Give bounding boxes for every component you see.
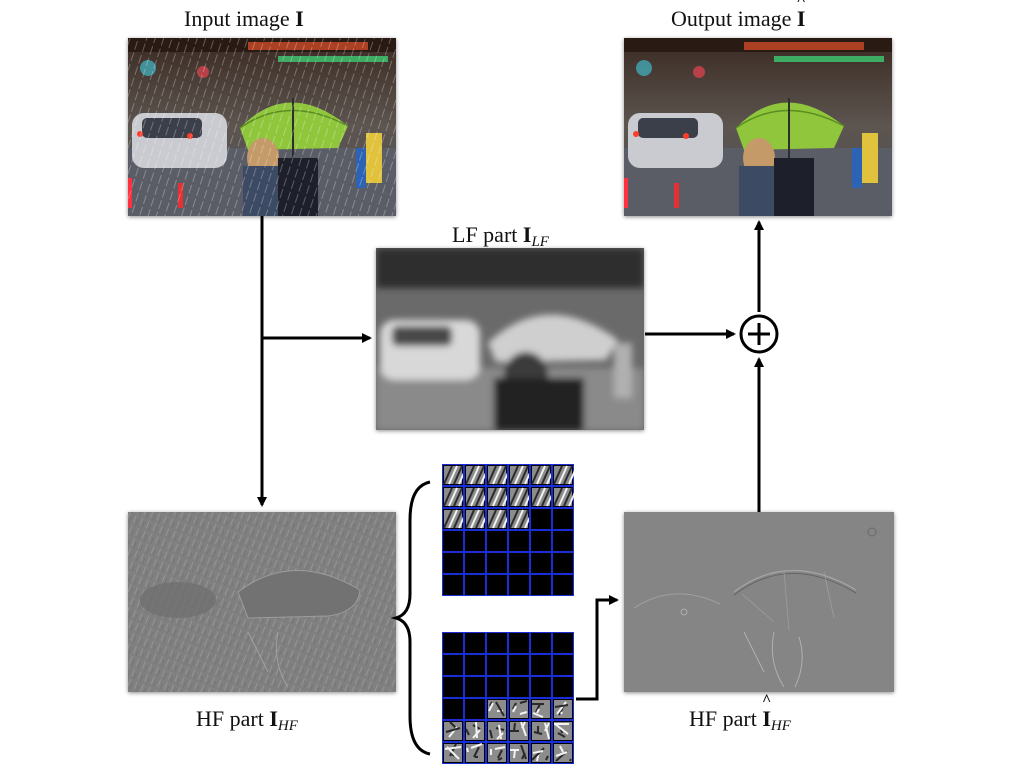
hf-input-label: HF part IHF	[196, 706, 298, 734]
output-label-symbol: I	[797, 6, 806, 32]
detail-atom	[463, 741, 487, 764]
output-image-label: Output image I	[671, 6, 805, 32]
detail-dictionary-grid	[442, 632, 574, 764]
lf-part-label: LF part ILF	[452, 222, 549, 250]
output-image	[624, 38, 892, 216]
output-label-text: Output image	[671, 6, 792, 31]
hf-input-label-sub: HF	[277, 718, 298, 734]
lf-label-sub: LF	[531, 234, 549, 250]
detail-atom	[551, 741, 574, 764]
input-image	[128, 38, 396, 216]
detail-atom	[442, 741, 465, 764]
hf-part-input-image	[128, 512, 396, 692]
detail-atom	[485, 697, 509, 721]
hf-input-label-symbol: I	[269, 706, 278, 731]
input-image-label: Input image I	[184, 6, 304, 32]
hf-output-label-text: HF part	[689, 706, 757, 731]
lf-label-symbol: I	[522, 222, 532, 247]
detail-atom	[507, 741, 531, 764]
detail-atom	[529, 697, 553, 721]
lf-label-text: LF part	[452, 222, 518, 247]
hf-output-label-sub: HF	[770, 718, 791, 734]
lf-part-image	[376, 248, 644, 430]
circled-plus-icon	[739, 314, 779, 354]
dict-to-hf-arrow	[576, 595, 619, 701]
empty-atom	[551, 573, 574, 596]
detail-atom	[529, 741, 553, 764]
hf-output-label-symbol: I	[762, 706, 771, 732]
rain-atom	[551, 485, 574, 509]
detail-atom	[485, 719, 509, 743]
hf-input-label-text: HF part	[196, 706, 264, 731]
detail-atom	[551, 697, 574, 721]
detail-atom	[463, 719, 487, 743]
rain-dictionary-grid	[442, 464, 574, 596]
detail-atom	[507, 697, 531, 721]
input-label-text: Input image	[184, 6, 290, 31]
input-label-symbol: I	[295, 6, 304, 31]
dictionary-brace	[390, 480, 431, 756]
hf-part-output-image	[624, 512, 894, 692]
hf-output-label: HF part IHF	[689, 706, 791, 734]
